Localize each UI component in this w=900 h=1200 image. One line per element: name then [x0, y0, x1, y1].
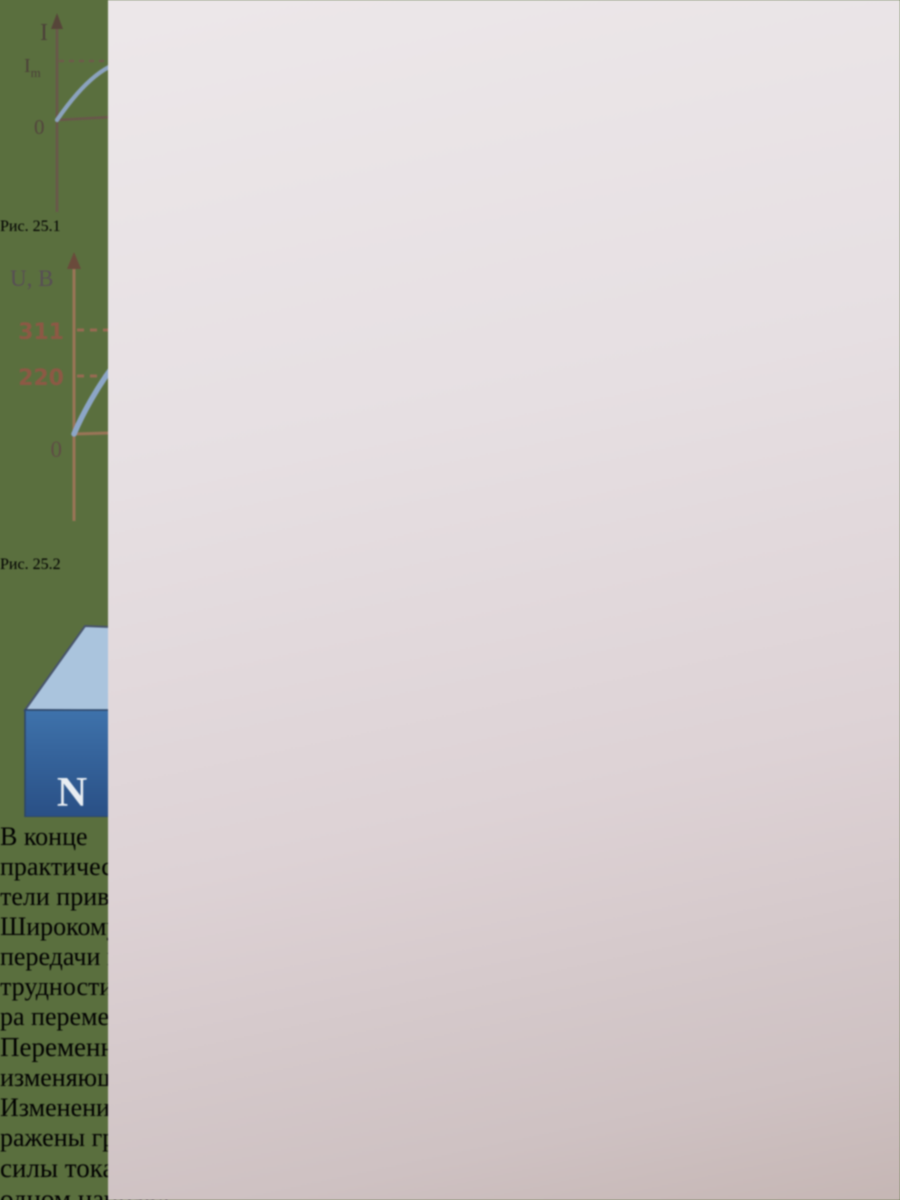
- tick-311: 311: [18, 320, 64, 345]
- amplitude-label: Im: [24, 55, 41, 80]
- text-line: В конце: [0, 822, 88, 851]
- origin-label: 0: [34, 115, 45, 139]
- y-axis-label: U, В: [10, 266, 53, 291]
- book-page: [108, 0, 900, 1200]
- y-axis-label: I: [40, 20, 48, 46]
- figure-25-2-caption: Рис. 25.2: [0, 556, 61, 573]
- figure-25-1-caption: Рис. 25.1: [0, 218, 61, 235]
- origin-label: 0: [51, 437, 63, 462]
- north-pole-label: N: [57, 770, 87, 816]
- y-axis-arrow-icon: [51, 13, 63, 29]
- y-axis-arrow-icon: [67, 252, 81, 269]
- tick-220: 220: [18, 366, 64, 391]
